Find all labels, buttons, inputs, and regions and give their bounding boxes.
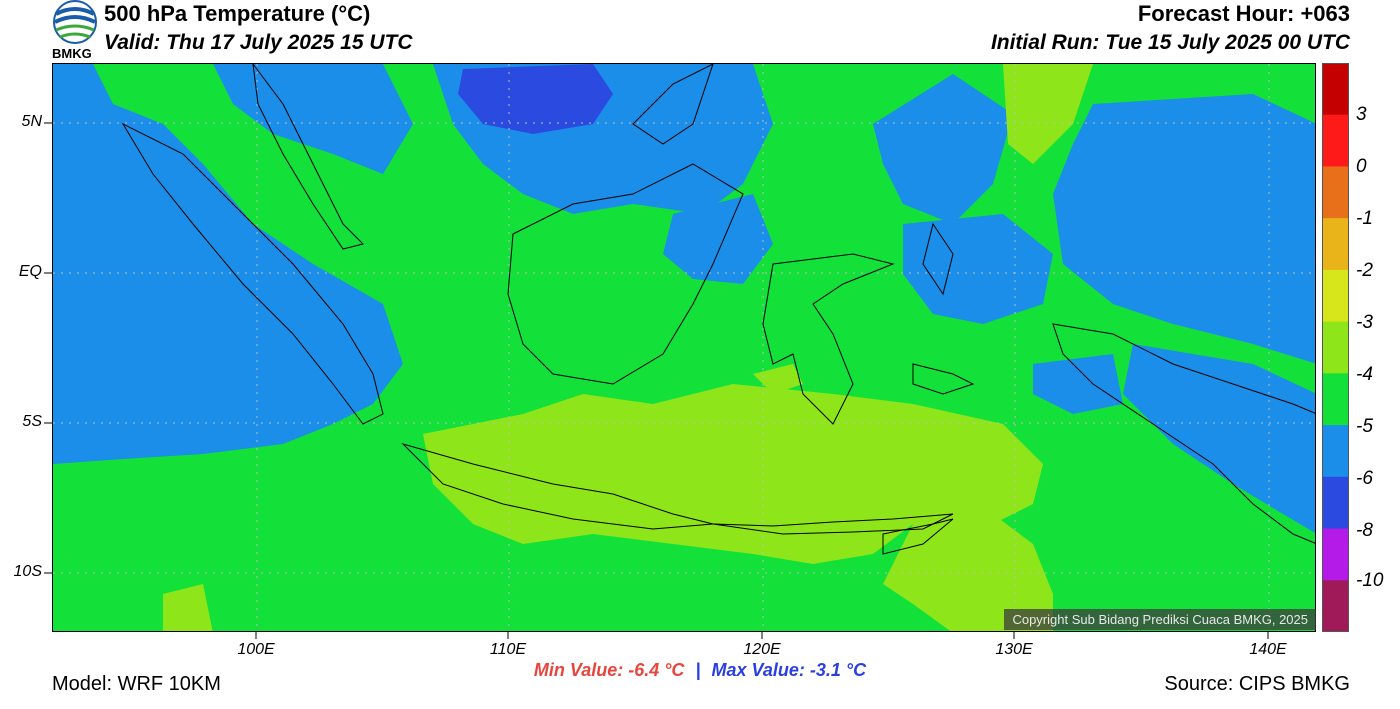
lat-label-eq: EQ <box>18 263 42 280</box>
temperature-map <box>52 63 1316 632</box>
lon-label-120e: 120E <box>743 641 781 658</box>
source-label: Source: CIPS BMKG <box>1164 673 1350 695</box>
bmkg-logo-icon <box>50 0 100 60</box>
colorbar-label: -4 <box>1356 364 1373 385</box>
colorbar-label: 3 <box>1356 104 1367 125</box>
colorbar-label: -10 <box>1356 570 1384 591</box>
valid-time: Valid: Thu 17 July 2025 15 UTC <box>104 31 413 54</box>
lat-label-10s: 10S <box>13 563 42 580</box>
colorbar-label: -6 <box>1356 468 1373 489</box>
colorbar-segment <box>1322 218 1349 271</box>
colorbar-segment <box>1322 166 1349 219</box>
min-value: Min Value: -6.4 °C <box>533 660 685 680</box>
logo-text: BMKG <box>52 46 92 61</box>
colorbar <box>1322 63 1349 632</box>
lat-label-5s: 5S <box>22 413 42 430</box>
min-max-separator: | <box>695 660 701 680</box>
page-title: 500 hPa Temperature (°C) <box>104 1 371 26</box>
lat-label-5n: 5N <box>21 113 42 130</box>
lon-label-100e: 100E <box>237 641 275 658</box>
model-label: Model: WRF 10KM <box>52 673 221 695</box>
lon-label-140e: 140E <box>1249 641 1287 658</box>
colorbar-label: -8 <box>1356 520 1373 541</box>
lon-label-110e: 110E <box>489 641 527 658</box>
max-value: Max Value: -3.1 °C <box>711 660 867 680</box>
colorbar-label: -5 <box>1356 416 1373 437</box>
min-max-values: Min Value: -6.4 °C | Max Value: -3.1 °C <box>0 660 1400 681</box>
colorbar-segment <box>1322 114 1349 167</box>
colorbar-label: 0 <box>1356 156 1367 177</box>
colorbar-label: -3 <box>1356 312 1373 333</box>
copyright-note: Copyright Sub Bidang Prediksi Cuaca BMKG… <box>1004 609 1316 630</box>
colorbar-segment <box>1322 425 1349 478</box>
colorbar-segment <box>1322 321 1349 374</box>
lon-ticks <box>255 632 1269 639</box>
colorbar-segment <box>1322 580 1349 632</box>
colorbar-segment <box>1322 269 1349 323</box>
colorbar-segment <box>1322 528 1349 581</box>
colorbar-label: -2 <box>1356 260 1373 281</box>
initial-run: Initial Run: Tue 15 July 2025 00 UTC <box>990 31 1350 54</box>
colorbar-segment <box>1322 63 1349 116</box>
lat-ticks <box>44 122 52 574</box>
colorbar-segment <box>1322 476 1349 530</box>
lon-label-130e: 130E <box>995 641 1033 658</box>
forecast-hour: Forecast Hour: +063 <box>1137 1 1350 26</box>
colorbar-label: -1 <box>1356 208 1373 229</box>
colorbar-segment <box>1322 373 1349 426</box>
